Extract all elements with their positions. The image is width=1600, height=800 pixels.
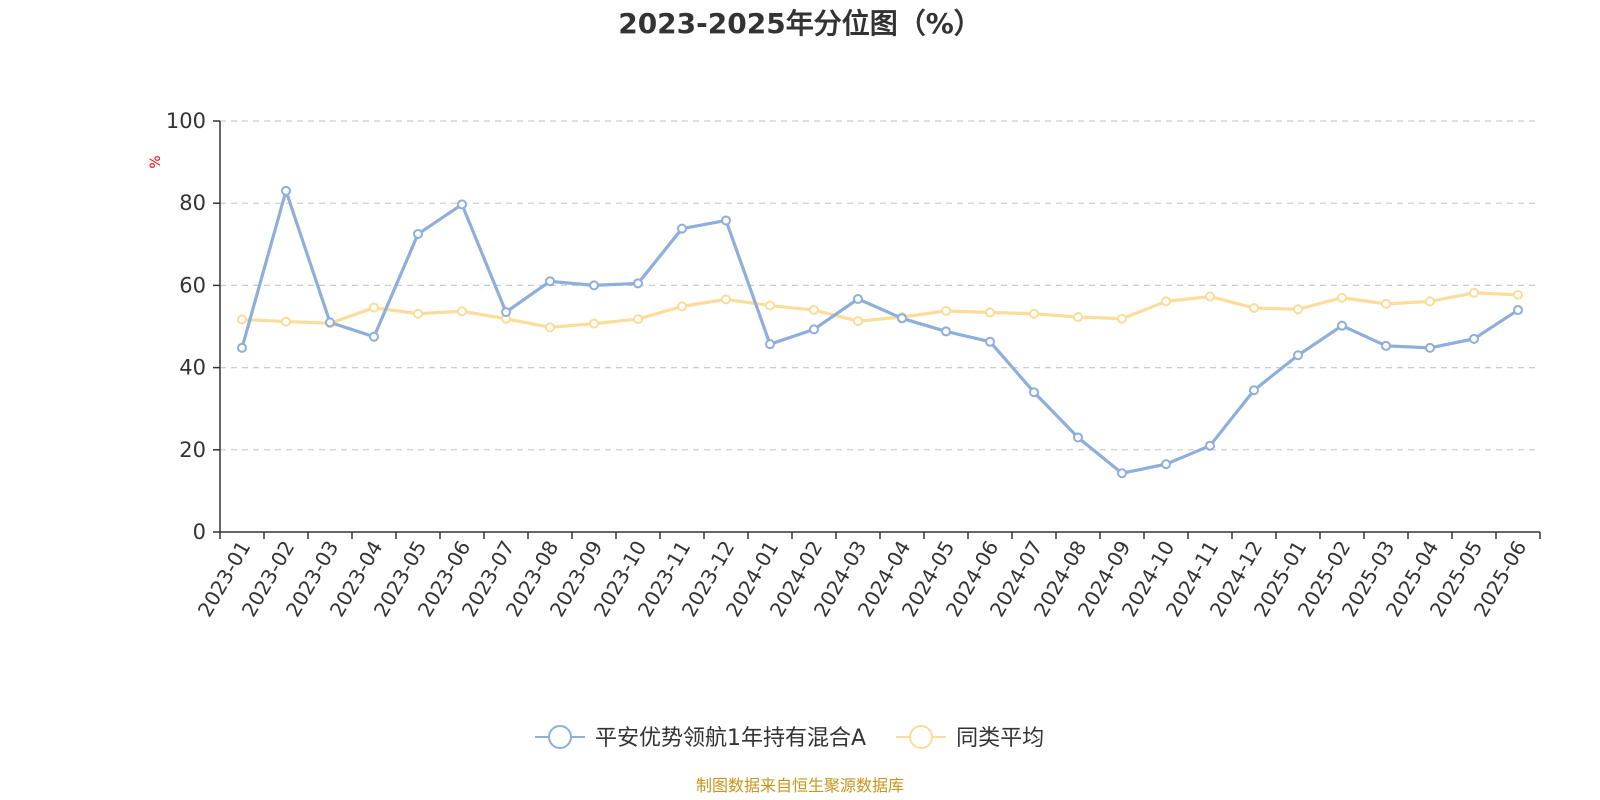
data-point: [1469, 333, 1479, 344]
data-point: [941, 326, 951, 337]
y-tick-label: 40: [179, 356, 206, 380]
series-line: [241, 291, 1519, 329]
data-point: [853, 293, 863, 304]
y-axis-ticks: 0 20 40 60 80 100: [166, 109, 220, 544]
data-point: [1425, 296, 1435, 307]
data-point: [1425, 342, 1435, 353]
data-point: [1293, 304, 1303, 315]
legend: 平安优势领航1年持有混合A 同类平均: [535, 725, 1044, 751]
data-point: [281, 316, 291, 327]
series-line: [240, 189, 1519, 475]
legend-marker: [909, 725, 934, 749]
data-point: [809, 324, 819, 335]
data-point: [1249, 385, 1259, 396]
legend-label: 平安优势领航1年持有混合A: [595, 726, 866, 751]
data-point: [281, 185, 291, 196]
gridlines: [220, 120, 1540, 451]
y-axis-unit-label: %: [148, 155, 164, 168]
data-point: [1337, 292, 1347, 303]
source-note: 制图数据来自恒生聚源数据库: [696, 776, 904, 795]
data-point: [457, 306, 467, 317]
data-point: [1205, 291, 1215, 302]
legend-marker: [548, 725, 572, 749]
data-point: [1381, 340, 1391, 351]
data-point: [501, 307, 511, 318]
data-point: [1513, 305, 1523, 316]
data-point: [457, 199, 467, 210]
data-point: [765, 339, 775, 350]
data-point: [1161, 459, 1171, 470]
data-point: [765, 300, 775, 311]
data-point: [1337, 320, 1347, 331]
data-point: [1381, 298, 1391, 309]
data-point: [1249, 303, 1259, 314]
data-point: [1073, 312, 1083, 323]
data-point: [853, 316, 863, 327]
data-point: [1117, 468, 1127, 479]
x-axis-ticks: 2023-012023-022023-032023-042023-052023-…: [193, 532, 1541, 621]
data-point: [1029, 387, 1039, 398]
data-point: [941, 305, 951, 316]
chart-title: 2023-2025年分位图（%）: [618, 7, 982, 40]
series-group: [237, 185, 1523, 479]
data-point: [589, 280, 599, 291]
data-point: [721, 215, 731, 226]
data-point: [1117, 313, 1127, 324]
data-point: [633, 314, 643, 325]
y-tick-label: 0: [193, 520, 206, 544]
y-tick-label: 20: [179, 438, 206, 462]
data-point: [985, 307, 995, 318]
data-point: [1205, 440, 1215, 451]
data-point: [633, 278, 643, 289]
data-point: [237, 342, 247, 353]
data-point: [325, 317, 335, 328]
y-tick-label: 100: [166, 109, 206, 133]
data-point: [545, 322, 555, 333]
data-point: [369, 331, 379, 342]
data-point: [809, 305, 819, 316]
data-point: [413, 308, 423, 319]
data-point: [897, 313, 907, 324]
y-tick-label: 60: [179, 273, 206, 297]
data-point: [1161, 296, 1171, 307]
y-tick-label: 80: [179, 191, 206, 215]
legend-label: 同类平均: [956, 726, 1044, 751]
data-point: [237, 314, 247, 325]
data-point: [721, 294, 731, 305]
data-point: [413, 229, 423, 240]
data-point: [677, 301, 687, 312]
data-point: [1073, 432, 1083, 443]
data-point: [1029, 308, 1039, 319]
data-point: [1513, 289, 1523, 300]
data-point: [545, 276, 555, 287]
data-point: [985, 336, 995, 347]
data-point: [677, 223, 687, 234]
data-point: [369, 302, 379, 313]
data-point: [1293, 350, 1303, 361]
data-point: [1469, 287, 1479, 298]
data-point: [589, 318, 599, 329]
